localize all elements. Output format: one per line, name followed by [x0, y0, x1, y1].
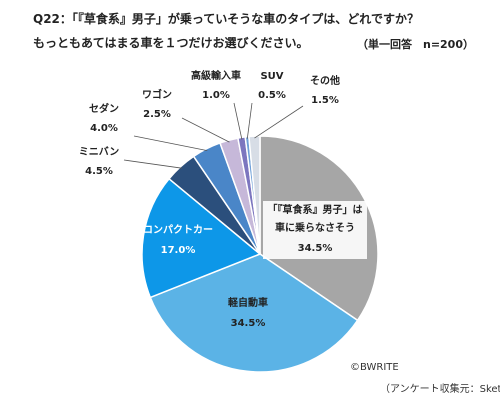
- slice-value: 17.0%: [161, 245, 196, 256]
- source-credit: （アンケート収集元：Skets）: [380, 384, 500, 395]
- slice-value: 1.5%: [311, 95, 339, 106]
- slice-value: 1.0%: [202, 90, 230, 101]
- pie-slice: [149, 253, 359, 373]
- slice-label: その他: [310, 74, 340, 87]
- leader-line: [133, 135, 208, 151]
- slice-label: ミニバン: [79, 146, 120, 158]
- slice-label: ワゴン: [142, 88, 172, 101]
- label-box: [263, 201, 367, 259]
- slice-label: 「『草食系』男子」は: [268, 203, 363, 216]
- leader-line: [254, 105, 304, 139]
- question-title: Q22：「『草食系』男子」が乗っていそうな車のタイプは、どれですか？: [33, 12, 419, 26]
- pie-slice: [248, 135, 261, 255]
- slice-label: コンパクトカー: [143, 224, 213, 236]
- sample-note: （単一回答 n=200）: [356, 38, 474, 51]
- copyright-credit: ©BWRITE: [350, 362, 399, 373]
- slice-value: 34.5%: [298, 243, 333, 254]
- slice-label: 車に乗らなさそう: [275, 221, 355, 234]
- slice-value: 4.5%: [85, 166, 113, 177]
- slice-label: セダン: [89, 102, 119, 115]
- slice-value: 4.0%: [90, 123, 118, 134]
- leader-line: [123, 159, 182, 169]
- slice-label: 軽自動車: [228, 296, 268, 309]
- leader-line: [181, 117, 230, 143]
- pie-slice: [141, 177, 262, 299]
- slice-value: 2.5%: [143, 109, 171, 120]
- leader-line: [246, 102, 253, 139]
- slice-value: 0.5%: [258, 90, 286, 101]
- slice-label: 高級輸入車: [191, 69, 241, 82]
- slice-value: 34.5%: [231, 318, 266, 329]
- leader-line: [233, 102, 243, 140]
- slice-label: SUV: [260, 71, 283, 82]
- question-instruction: もっともあてはまる車を１つだけお選びください。: [33, 36, 309, 50]
